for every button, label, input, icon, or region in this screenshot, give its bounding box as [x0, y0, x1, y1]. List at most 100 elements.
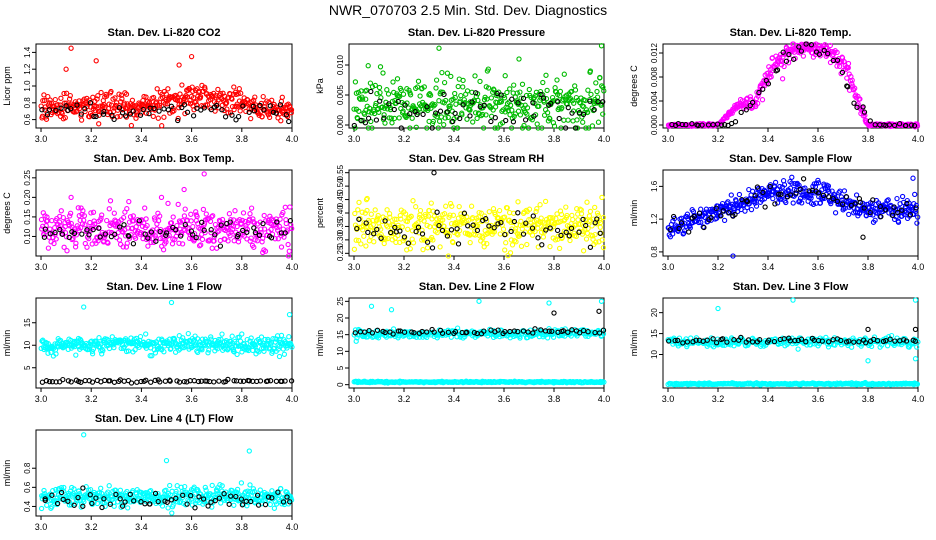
data-point — [472, 73, 478, 79]
data-point — [120, 244, 126, 250]
data-point — [152, 233, 158, 239]
y-axis-label: ml/min — [2, 330, 12, 357]
data-point — [522, 117, 529, 123]
x-tick-label: 3.0 — [348, 134, 361, 144]
data-point — [382, 120, 388, 126]
data-point — [529, 232, 536, 238]
data-point — [163, 232, 169, 238]
data-point — [190, 88, 196, 94]
data-point — [578, 211, 585, 217]
data-point — [377, 89, 383, 96]
data-point — [119, 110, 126, 116]
data-point — [170, 214, 176, 220]
data-point — [193, 209, 199, 215]
data-point — [277, 102, 284, 108]
data-point — [510, 119, 517, 125]
data-point — [400, 91, 407, 97]
data-point — [138, 230, 144, 236]
data-point — [515, 199, 521, 205]
data-point — [198, 242, 204, 248]
data-point — [914, 123, 921, 129]
x-tick-label: 4.0 — [912, 134, 925, 144]
data-point — [550, 215, 556, 221]
data-point — [540, 95, 547, 101]
data-point — [525, 125, 532, 131]
data-point — [424, 125, 430, 131]
data-point — [585, 87, 591, 93]
data-point — [276, 223, 282, 229]
series-primary — [38, 171, 295, 259]
x-tick-label: 3.6 — [498, 394, 511, 404]
data-point — [46, 107, 53, 113]
data-point — [783, 58, 790, 64]
data-point — [282, 230, 288, 236]
data-point — [743, 107, 749, 113]
data-point — [433, 85, 439, 91]
data-point — [479, 111, 486, 118]
data-point — [179, 104, 185, 111]
data-point — [351, 106, 357, 112]
data-point — [442, 115, 448, 121]
data-point — [155, 218, 162, 224]
data-point — [193, 99, 199, 105]
data-point — [188, 211, 194, 217]
data-point — [238, 90, 244, 96]
data-point — [483, 112, 489, 118]
data-point — [539, 125, 545, 131]
data-point — [160, 247, 167, 253]
data-point — [206, 378, 213, 385]
data-point — [722, 122, 728, 128]
data-point — [396, 115, 402, 121]
data-point — [400, 108, 406, 114]
data-point — [394, 76, 401, 82]
data-point — [247, 211, 253, 217]
data-point — [235, 91, 241, 97]
data-point — [429, 234, 435, 241]
data-point — [445, 114, 451, 121]
data-point — [533, 208, 539, 215]
data-point — [460, 77, 466, 84]
data-point — [84, 244, 90, 250]
data-point — [259, 239, 265, 245]
data-point — [356, 199, 362, 206]
chart-title: Stan. Dev. Line 4 (LT) Flow — [95, 413, 234, 425]
data-point — [541, 112, 548, 118]
data-point — [401, 101, 407, 107]
x-tick-label: 3.6 — [185, 522, 198, 532]
y-axis-label: Licor ppm — [2, 66, 12, 106]
data-point — [352, 79, 359, 85]
data-point — [762, 204, 768, 210]
data-point — [38, 216, 45, 223]
data-point — [402, 102, 408, 108]
x-tick-label: 4.0 — [598, 134, 611, 144]
data-point — [39, 226, 45, 232]
data-point — [127, 111, 134, 117]
data-point — [79, 231, 85, 237]
data-point — [277, 216, 283, 222]
data-point — [569, 110, 575, 116]
data-point — [130, 241, 137, 247]
data-point — [433, 77, 440, 83]
data-point — [528, 94, 534, 101]
data-point — [119, 96, 125, 102]
data-point — [479, 218, 485, 225]
data-point — [587, 208, 594, 215]
data-point — [368, 233, 374, 240]
data-point — [447, 103, 453, 109]
data-point — [86, 97, 92, 103]
y-tick-label: 0.6 — [23, 113, 32, 125]
data-point — [488, 95, 495, 101]
data-point — [832, 210, 839, 216]
data-point — [231, 106, 237, 113]
data-point — [600, 244, 607, 251]
data-point — [721, 217, 728, 224]
x-tick-label: 3.2 — [85, 522, 98, 532]
data-point — [190, 223, 196, 230]
data-point — [447, 212, 453, 218]
chart-title: Stan. Dev. Gas Stream RH — [409, 153, 545, 165]
data-point — [388, 115, 394, 121]
x-tick-label: 3.4 — [135, 262, 148, 272]
x-tick-label: 4.0 — [286, 262, 299, 272]
data-point — [391, 106, 397, 113]
data-point — [268, 235, 275, 241]
